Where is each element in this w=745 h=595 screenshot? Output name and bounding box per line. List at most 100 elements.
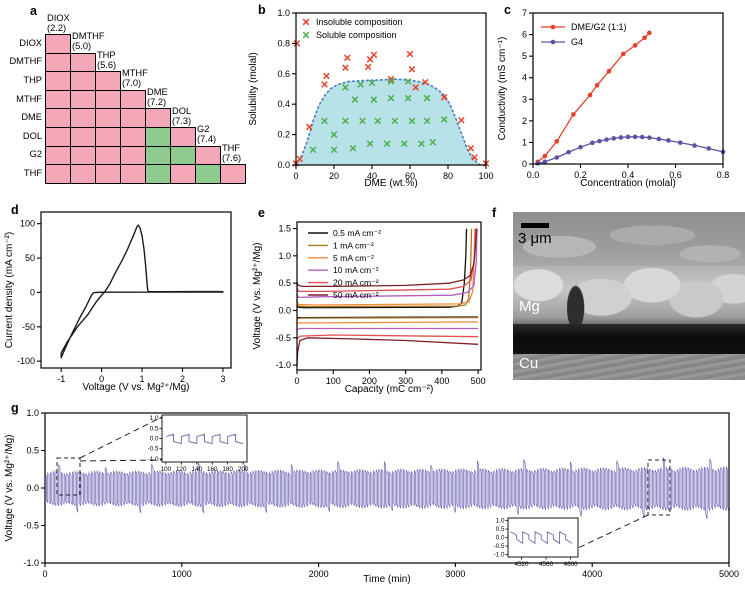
y-tick-label: 0.5 bbox=[278, 278, 291, 288]
y-tick-label: 1.0 bbox=[26, 408, 39, 418]
marker-g4 bbox=[590, 140, 595, 146]
scale-bar-label: 3 μm bbox=[518, 230, 552, 247]
y-tick-label: 4 bbox=[522, 73, 527, 83]
marker-g4 bbox=[625, 134, 631, 140]
marker-insoluble-composition bbox=[412, 84, 420, 91]
inset-y-tick-label: -0.5 bbox=[494, 543, 505, 550]
marker-insoluble-composition bbox=[471, 154, 478, 161]
marker-soluble-composition bbox=[387, 94, 395, 102]
y-tick-label: 100 bbox=[20, 219, 35, 229]
x-tick-label: 0.6 bbox=[669, 170, 682, 180]
y-tick-label: 1.5 bbox=[278, 224, 291, 234]
zoom-link-line bbox=[577, 514, 649, 549]
marker-g4 bbox=[639, 134, 645, 140]
chart-conductivity: 0.0 0.2 0.4 0.6 0.8 0 1 2 3 4 5 6 7 Concentration (mo… bbox=[497, 8, 729, 189]
matrix-cell-mthf-dmthf bbox=[70, 89, 96, 110]
marker-insoluble-composition bbox=[323, 72, 330, 80]
y-axis-label: Current density (mA cm⁻²) bbox=[4, 232, 15, 348]
x-tick-label: 0 bbox=[42, 569, 47, 579]
series-line-1-ma-cm- bbox=[296, 228, 473, 308]
marker-g4 bbox=[554, 155, 560, 160]
marker-soluble-composition bbox=[383, 140, 391, 148]
x-tick-label: 2 bbox=[180, 374, 185, 384]
marker-g4 bbox=[578, 144, 583, 150]
row-label-g2: G2 bbox=[29, 149, 42, 160]
inset-y-tick-label: 0.5 bbox=[496, 526, 505, 533]
marker-g4 bbox=[604, 137, 609, 142]
marker-dme-g2-1-1- bbox=[642, 35, 647, 41]
marker-soluble-composition bbox=[351, 96, 359, 103]
marker-dme-g2-1-1- bbox=[542, 153, 548, 159]
marker-g4 bbox=[611, 136, 617, 141]
matrix-cell-thp-dmthf bbox=[70, 71, 96, 91]
marker-soluble-composition bbox=[418, 140, 425, 148]
x-axis-label: Time (min) bbox=[363, 574, 410, 585]
y-tick-label: 2 bbox=[522, 116, 527, 126]
legend-label: 50 mA cm⁻² bbox=[333, 290, 379, 300]
plot-frame bbox=[532, 12, 724, 165]
plot-frame bbox=[40, 211, 232, 369]
matrix-cell-mthf-diox bbox=[45, 89, 71, 110]
sem-cu-substrate bbox=[513, 354, 745, 380]
legend-marker bbox=[302, 31, 310, 39]
marker-g4 bbox=[666, 138, 671, 143]
column-header-dol: DOL (7.3) bbox=[172, 105, 192, 126]
matrix-cell-thf-diox bbox=[45, 164, 71, 184]
legend-label: DME/G2 (1:1) bbox=[571, 22, 627, 32]
column-header-dmthf: DMTHF (5.0) bbox=[72, 31, 105, 52]
y-tick-label: -1.0 bbox=[23, 558, 39, 568]
matrix-cell-dmthf-dmthf bbox=[70, 52, 96, 73]
inset-x-tick-label: 160 bbox=[207, 466, 218, 473]
cu-layer-label: Cu bbox=[519, 355, 539, 372]
legend-label: 0.5 mA cm⁻² bbox=[333, 228, 381, 238]
marker-g4 bbox=[677, 140, 683, 145]
legend-label: 20 mA cm⁻² bbox=[333, 278, 379, 288]
legend-label: G4 bbox=[571, 37, 583, 47]
matrix-cell-g2-dol bbox=[170, 145, 196, 166]
matrix-cell-diox-diox bbox=[45, 34, 71, 54]
marker-insoluble-composition bbox=[343, 54, 351, 62]
marker-g4 bbox=[618, 135, 624, 140]
marker-insoluble-composition bbox=[321, 81, 328, 88]
inset-x-tick-label: 4600 bbox=[564, 561, 579, 568]
matrix-cell-dme-diox bbox=[45, 108, 71, 128]
matrix-cell-dme-dmthf bbox=[70, 108, 96, 128]
x-tick-label: 1000 bbox=[172, 569, 192, 579]
matrix-cell-thf-thf bbox=[220, 164, 246, 184]
y-axis-label: Voltage (V vs. Mg²⁺/Mg) bbox=[4, 435, 15, 542]
panel-letter-g: g bbox=[11, 401, 19, 415]
matrix-cell-dme-thp bbox=[95, 108, 121, 128]
x-tick-label: 40 bbox=[367, 171, 377, 181]
panel-letter-e: e bbox=[258, 206, 265, 220]
column-header-thf: THF (7.6) bbox=[222, 142, 242, 163]
matrix-cell-dol-diox bbox=[45, 127, 71, 147]
marker-insoluble-composition bbox=[440, 94, 448, 101]
y-tick-label: -0.5 bbox=[23, 521, 39, 531]
x-tick-label: 0.2 bbox=[574, 170, 587, 180]
plot-frame bbox=[295, 12, 487, 166]
matrix-cell-thf-thp bbox=[95, 164, 121, 184]
inset-voltage-trace bbox=[510, 531, 573, 545]
x-axis-label: DME (wt.%) bbox=[364, 178, 417, 189]
marker-dme-g2-1-1- bbox=[554, 139, 560, 144]
marker-soluble-composition bbox=[366, 140, 374, 148]
series-line-10-ma-cm- bbox=[296, 327, 479, 331]
marker-g4 bbox=[632, 134, 638, 140]
row-label-diox: DIOX bbox=[19, 37, 42, 48]
y-tick-label: 50 bbox=[25, 253, 35, 263]
row-label-thp: THP bbox=[23, 75, 42, 85]
matrix-cell-mthf-mthf bbox=[120, 89, 146, 110]
legend-label: 5 mA cm⁻² bbox=[333, 253, 374, 263]
x-tick-label: 500 bbox=[471, 376, 486, 386]
marker-soluble-composition bbox=[391, 117, 399, 125]
y-tick-label: 0 bbox=[30, 287, 35, 297]
y-axis-label: Voltage (V vs. Mg²⁺/Mg) bbox=[252, 243, 263, 350]
matrix-cell-thp-thp bbox=[95, 71, 121, 91]
matrix-cell-dol-dol bbox=[170, 127, 196, 147]
marker-soluble-composition bbox=[359, 117, 366, 125]
marker-insoluble-composition bbox=[421, 78, 429, 86]
sem-mg-top-surface bbox=[513, 212, 745, 270]
marker-insoluble-composition bbox=[364, 63, 372, 71]
series-line-50-ma-cm- bbox=[296, 337, 479, 366]
